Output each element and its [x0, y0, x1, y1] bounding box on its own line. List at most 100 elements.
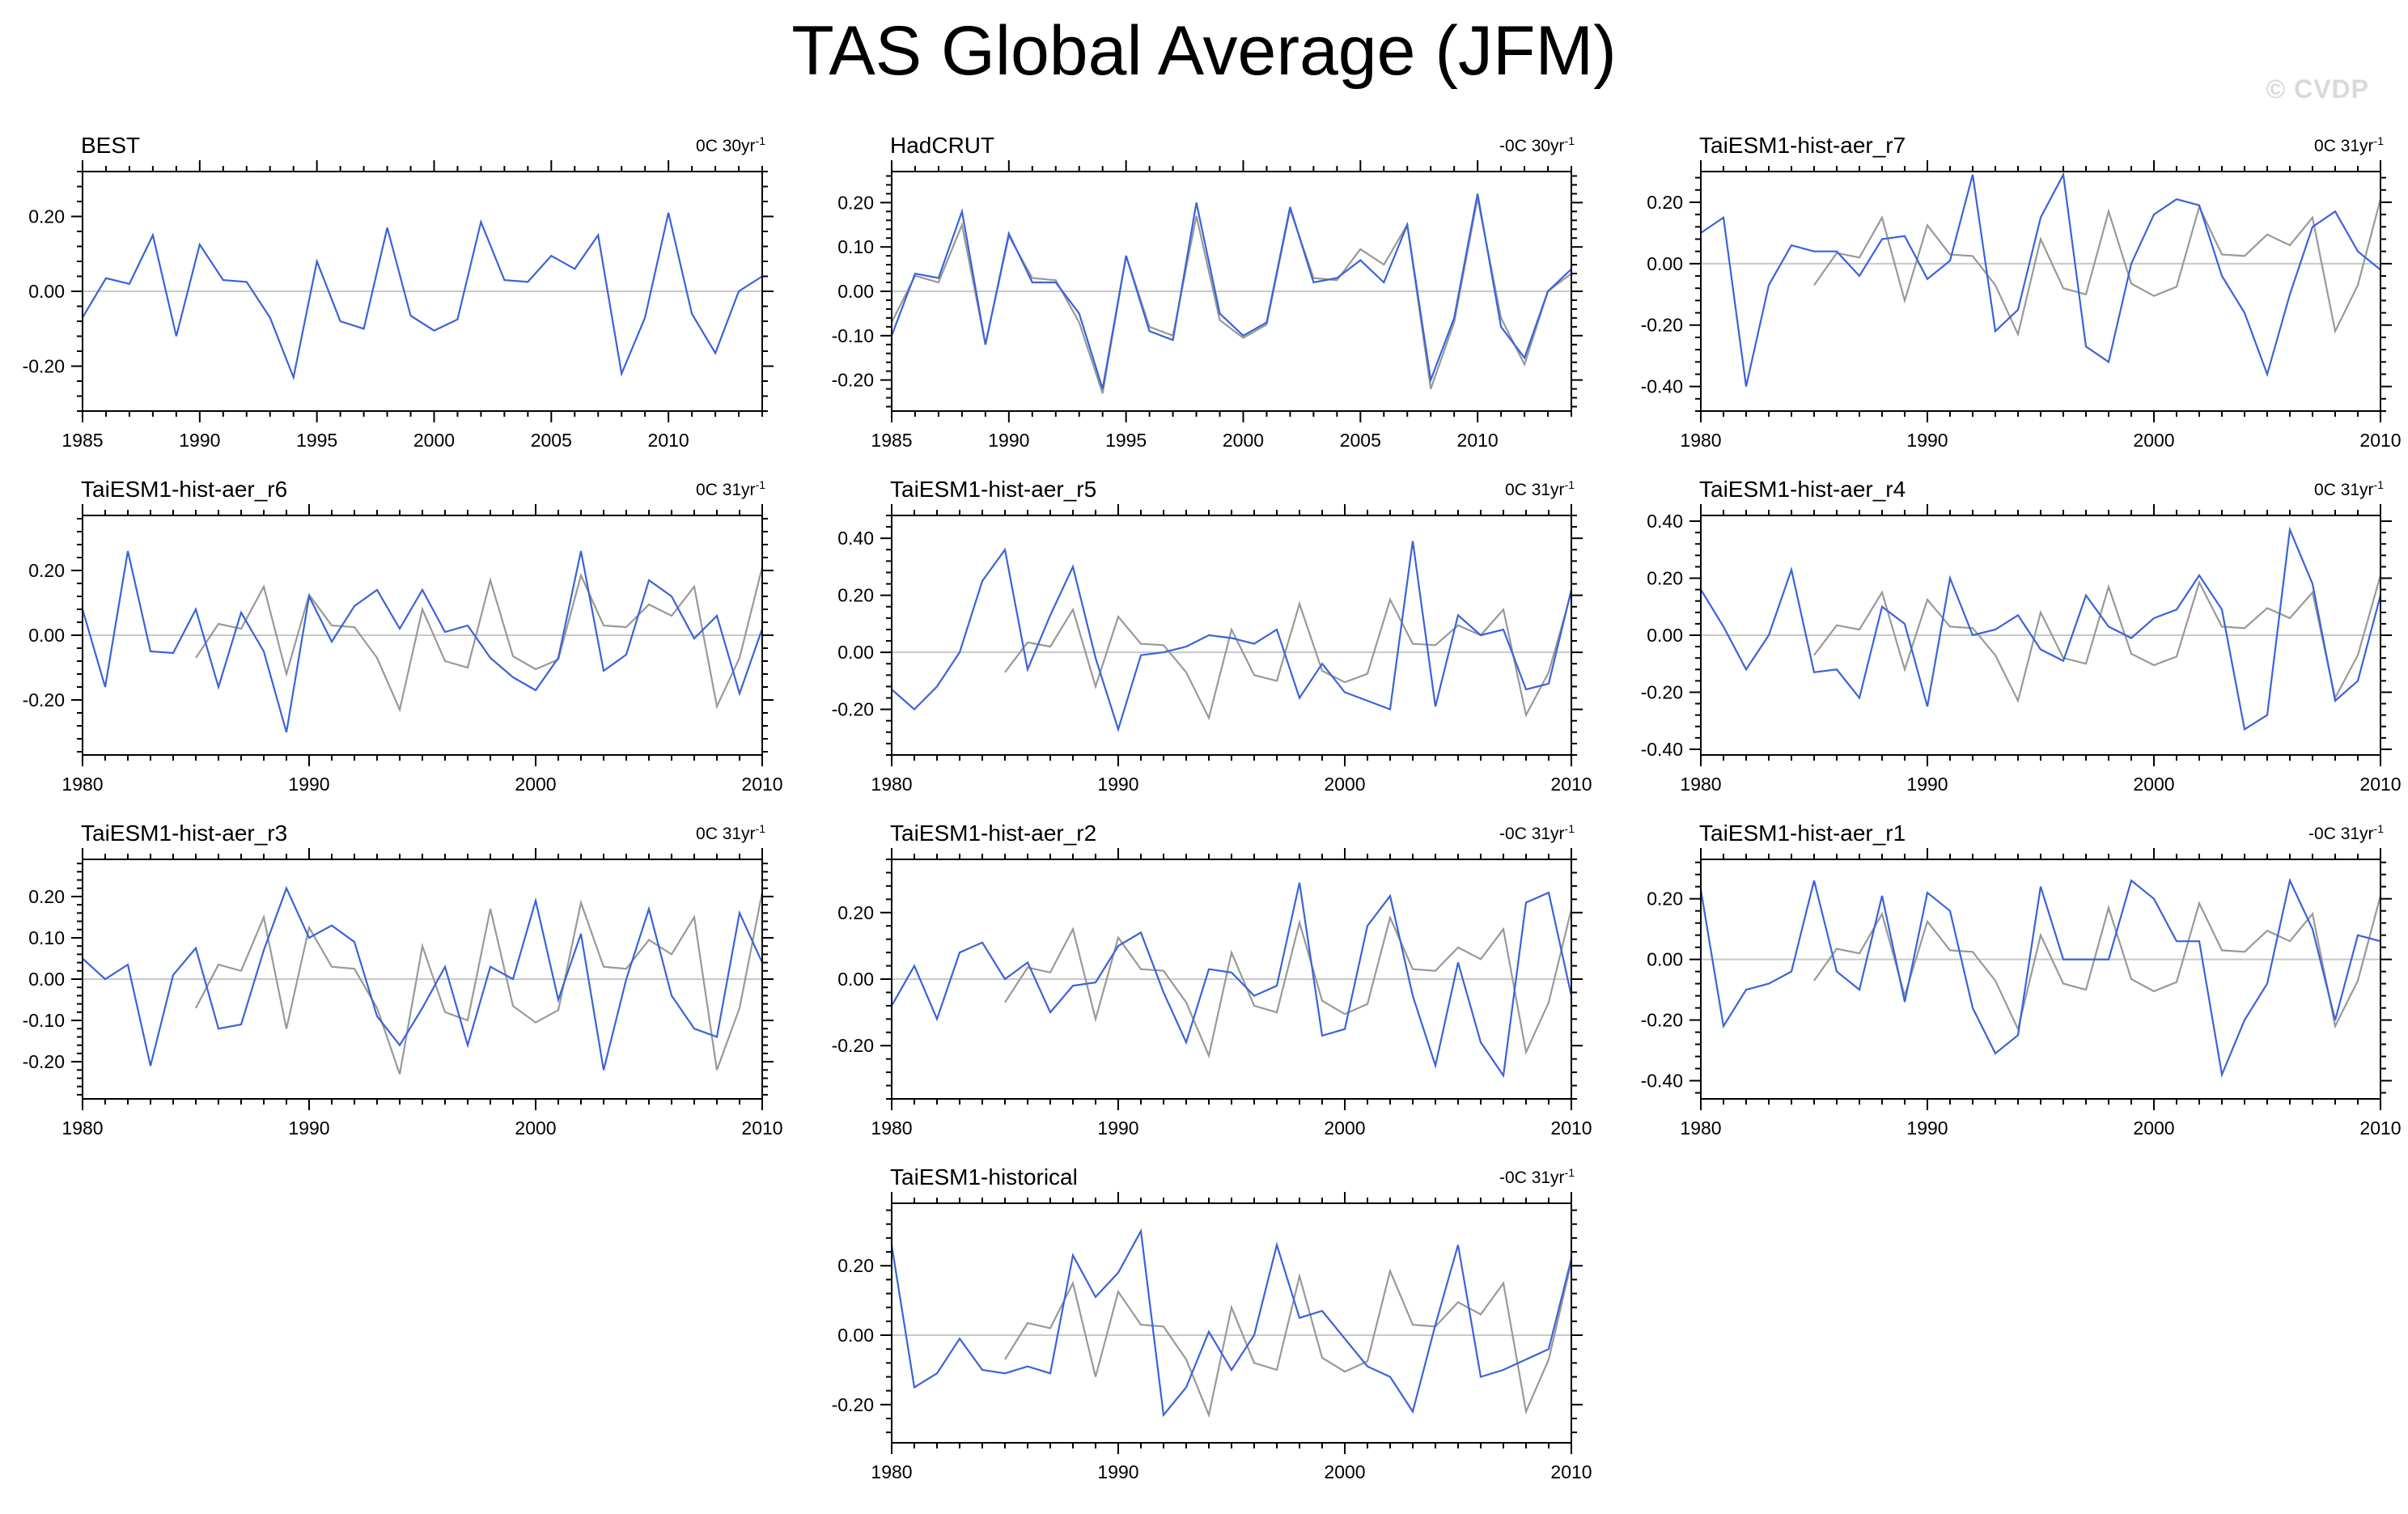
- y-tick-label: -0.20: [832, 1035, 874, 1056]
- x-tick-label: 2000: [1324, 1117, 1365, 1139]
- trend-value: 0C 31yr: [696, 825, 756, 843]
- x-tick-label: 2010: [1550, 1461, 1592, 1482]
- x-tick-label: 1985: [871, 430, 912, 451]
- y-tick-label: -0.20: [23, 689, 65, 710]
- series-line-best: [195, 892, 764, 1075]
- y-tick-label: -0.20: [1641, 315, 1683, 336]
- x-tick-label: 2000: [515, 774, 556, 795]
- plot-frame: [1700, 171, 2381, 412]
- x-tick-label: 1990: [1097, 1461, 1138, 1482]
- y-tick-label: -0.10: [23, 1010, 65, 1031]
- trend-value: 0C 31yr: [1505, 481, 1565, 499]
- x-tick-label: 2010: [2359, 774, 2401, 795]
- panel-title: TaiESM1-hist-aer_r1: [1699, 821, 1906, 846]
- panel-title: TaiESM1-historical: [890, 1164, 1078, 1190]
- y-tick-label: -0.10: [832, 325, 874, 346]
- y-tick-label: -0.20: [832, 370, 874, 391]
- x-tick-label: 1990: [1906, 774, 1948, 795]
- series-line-best: [195, 566, 764, 713]
- x-tick-label: 2010: [2359, 430, 2401, 451]
- series-line-best: [1813, 895, 2382, 1033]
- trend-exponent: -1: [2373, 822, 2384, 835]
- series-line-taiesm1-hist-aer-r7: [1700, 172, 2381, 387]
- x-tick-label: 2000: [1324, 1461, 1365, 1482]
- panel-title: HadCRUT: [890, 133, 995, 158]
- y-tick-label: 0.20: [837, 902, 874, 923]
- series-line-taiesm1-hist-aer-r2: [891, 882, 1573, 1079]
- x-tick-label: 2010: [1550, 774, 1592, 795]
- cvdp-watermark: © CVDP: [2266, 74, 2369, 104]
- chart-taiesm1-hist-aer-r6: 1980 1990 2000 2010 -0.20 0.00 0.20: [23, 504, 783, 795]
- x-tick-label: 2010: [2359, 1117, 2401, 1139]
- panel-title: BEST: [81, 133, 141, 158]
- x-tick-label: 1980: [61, 774, 103, 795]
- x-tick-label: 1980: [1680, 774, 1721, 795]
- trend-value: -0C 31yr: [2308, 825, 2374, 843]
- x-tick-label: 1990: [179, 430, 220, 451]
- panel-title: TaiESM1-hist-aer_r6: [81, 477, 288, 502]
- chart-hadcrut: 1985 1990 1995 2000 2005 2010 -0.20 -0.10 0.00 0.…: [832, 160, 1583, 451]
- chart-taiesm1-hist-aer-r1: 1980 1990 2000 2010 -0.40 -0.20 0.00 0.20: [1641, 848, 2402, 1139]
- panel-taiesm1-hist-aer-r5: TaiESM1-hist-aer_r5 0C 31yr-1 1980 1990 2000…: [809, 465, 1618, 813]
- panel-title: TaiESM1-hist-aer_r2: [890, 821, 1097, 846]
- trend-value: -0C 31yr: [1499, 825, 1565, 843]
- series-line-taiesm1-hist-aer-r5: [891, 541, 1573, 732]
- x-tick-label: 1985: [61, 430, 103, 451]
- plot-frame: [891, 515, 1572, 756]
- series-line-best: [82, 212, 763, 381]
- y-tick-label: 0.20: [837, 585, 874, 606]
- trend-label: 0C 31yr-1: [696, 478, 765, 500]
- panel-title: TaiESM1-hist-aer_r4: [1699, 477, 1906, 502]
- panel-best: BEST 0C 30yr-1 1985 1990 1995 2000 2005 2010 -0.…: [0, 121, 809, 469]
- y-tick-label: 0.00: [837, 281, 874, 302]
- panel-taiesm1-hist-aer-r2: TaiESM1-hist-aer_r2 -0C 31yr-1 1980 1990 200…: [809, 809, 1618, 1157]
- chart-taiesm1-historical: 1980 1990 2000 2010 -0.20 0.00 0.20: [832, 1192, 1592, 1482]
- trend-exponent: -1: [755, 478, 765, 491]
- y-tick-label: 0.00: [28, 625, 65, 646]
- y-tick-label: -0.40: [1641, 376, 1683, 397]
- x-tick-label: 1980: [61, 1117, 103, 1139]
- series-line-best: [1004, 592, 1573, 721]
- y-tick-label: 0.20: [1647, 192, 1683, 213]
- panel-title: TaiESM1-hist-aer_r5: [890, 477, 1097, 502]
- trend-exponent: -1: [755, 134, 765, 147]
- y-tick-label: 0.20: [837, 192, 874, 213]
- trend-label: -0C 31yr-1: [1499, 1166, 1575, 1188]
- x-tick-label: 2005: [1340, 430, 1381, 451]
- x-tick-label: 1990: [1097, 1117, 1138, 1139]
- x-tick-label: 2000: [2133, 1117, 2174, 1139]
- y-tick-label: -0.40: [1641, 1071, 1683, 1092]
- y-tick-label: 0.10: [837, 236, 874, 257]
- trend-exponent: -1: [2373, 478, 2384, 491]
- y-tick-label: 0.00: [837, 642, 874, 663]
- y-tick-label: 0.00: [837, 1325, 874, 1346]
- trend-value: -0C 30yr: [1499, 137, 1565, 155]
- trend-label: -0C 31yr-1: [1499, 822, 1575, 844]
- series-line-taiesm1-hist-aer-r6: [81, 550, 764, 733]
- x-tick-label: 1990: [1906, 1117, 1948, 1139]
- x-tick-label: 2000: [2133, 774, 2174, 795]
- x-tick-label: 1980: [871, 774, 912, 795]
- panel-taiesm1-hist-aer-r1: TaiESM1-hist-aer_r1 -0C 31yr-1 1980 1990 200…: [1618, 809, 2408, 1157]
- y-tick-label: 0.00: [28, 969, 65, 990]
- trend-label: 0C 31yr-1: [1505, 478, 1575, 500]
- trend-label: 0C 31yr-1: [2314, 478, 2384, 500]
- y-tick-label: 0.20: [28, 886, 65, 907]
- trend-value: 0C 30yr: [696, 137, 756, 155]
- panel-hadcrut: HadCRUT -0C 30yr-1 1985 1990 1995 2000 2005 201…: [809, 121, 1618, 469]
- x-tick-label: 2000: [515, 1117, 556, 1139]
- panel-taiesm1-hist-aer-r7: TaiESM1-hist-aer_r7 0C 31yr-1 1980 1990 2000…: [1618, 121, 2408, 469]
- trend-label: -0C 30yr-1: [1499, 134, 1575, 156]
- series-line-taiesm1-hist-aer-r1: [1699, 877, 2381, 1078]
- y-tick-label: 0.20: [1647, 568, 1683, 589]
- x-tick-label: 1995: [296, 430, 337, 451]
- series-line-hadcrut: [890, 193, 1572, 389]
- plot-frame: [891, 1202, 1572, 1444]
- trend-label: 0C 31yr-1: [696, 822, 765, 844]
- panel-title: TaiESM1-hist-aer_r3: [81, 821, 288, 846]
- y-tick-label: 0.00: [837, 969, 874, 990]
- panel-taiesm1-hist-aer-r3: TaiESM1-hist-aer_r3 0C 31yr-1 1980 1990 2000…: [0, 809, 809, 1157]
- trend-value: 0C 31yr: [696, 481, 756, 499]
- panel-taiesm1-hist-aer-r6: TaiESM1-hist-aer_r6 0C 31yr-1 1980 1990 2000…: [0, 465, 809, 813]
- x-tick-label: 1980: [871, 1117, 912, 1139]
